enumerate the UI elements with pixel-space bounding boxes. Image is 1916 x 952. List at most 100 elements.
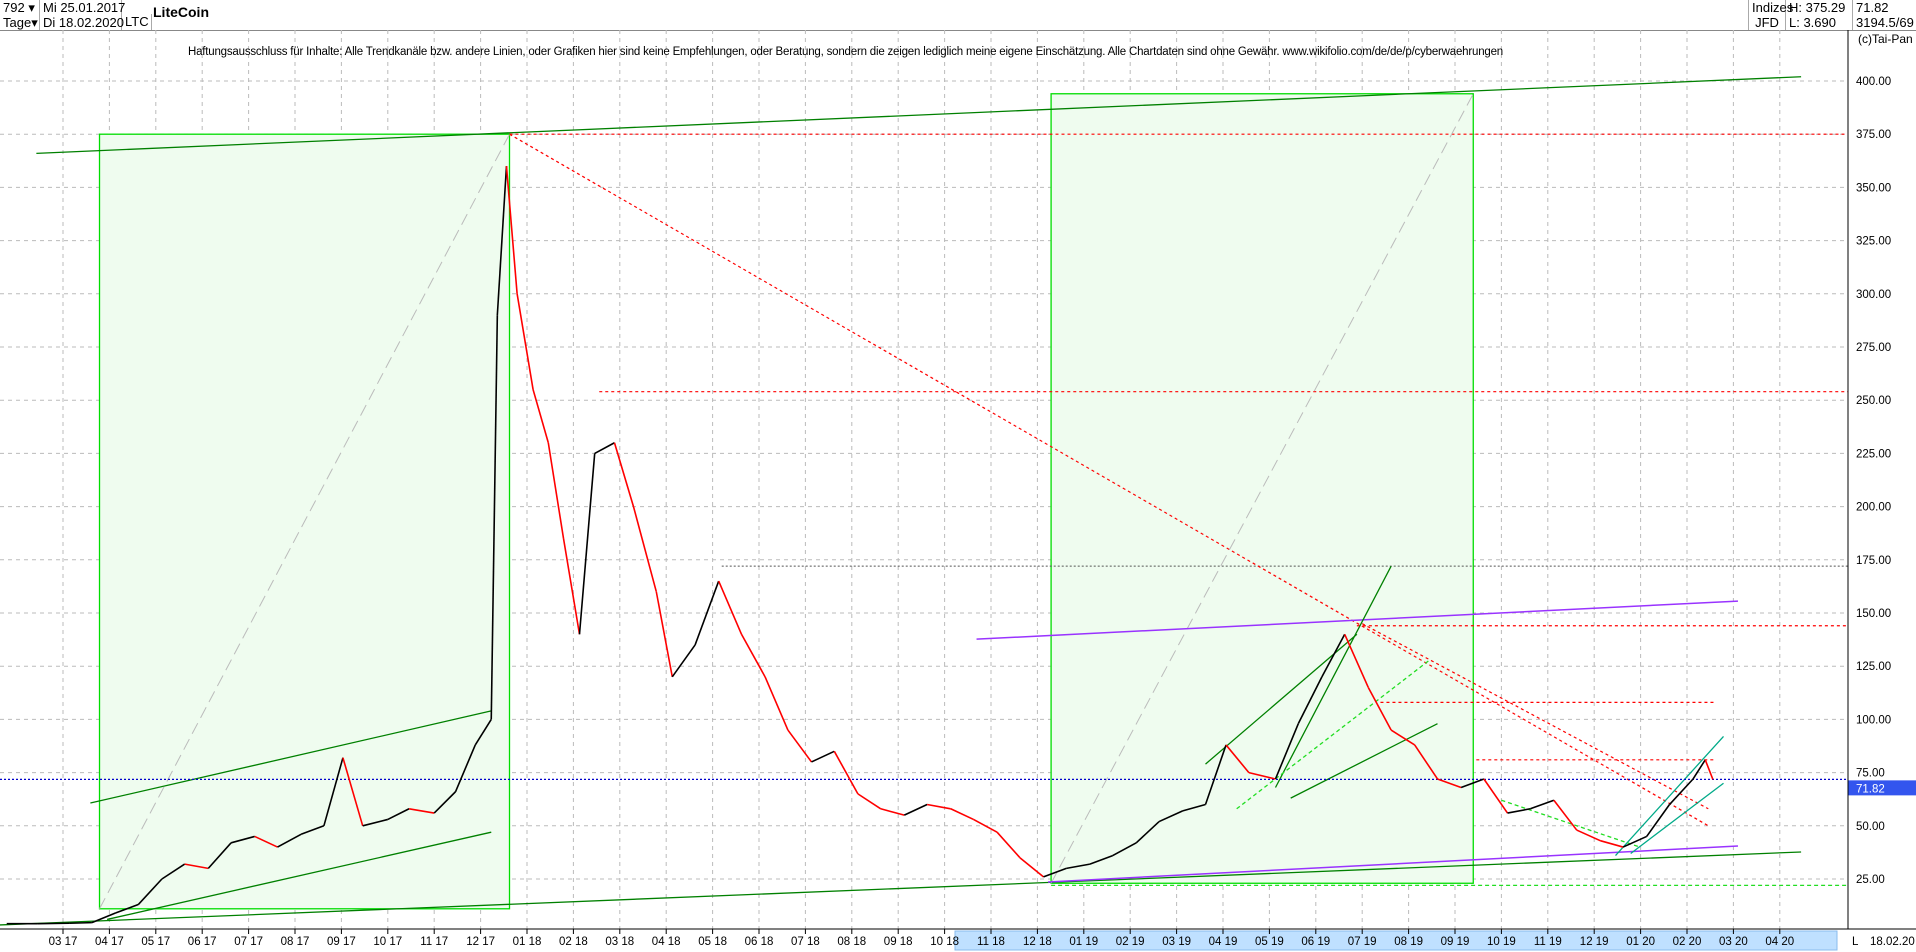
price-candle-segment: [1460, 778, 1485, 789]
y-tick-label: 75.00: [1856, 768, 1885, 780]
price-candle-segment: [161, 863, 186, 880]
x-tick-label: 01 19: [1069, 936, 1098, 948]
x-tick-label: 02 18: [559, 936, 588, 948]
x-tick-label: 05 18: [698, 936, 727, 948]
trend-line: [106, 831, 492, 921]
x-tick-label: 05 19: [1255, 936, 1284, 948]
x-tick-label: 01 18: [513, 936, 542, 948]
price-candle-segment: [1066, 863, 1091, 870]
price-candle-segment: [547, 442, 565, 539]
copyright: (c)Tai-Pan: [1858, 32, 1913, 46]
x-tick-label: 06 17: [188, 936, 217, 948]
price-candle-segment: [496, 166, 508, 316]
price-candle-segment: [996, 831, 1021, 859]
y-tick-label: 175.00: [1856, 555, 1891, 567]
x-tick-label: 10 18: [930, 936, 959, 948]
price-candle-segment: [1553, 799, 1578, 831]
trend-line: [0, 851, 1802, 926]
price-candle-segment: [717, 580, 743, 635]
price-candle-segment: [1343, 633, 1370, 688]
price-candle-segment: [1622, 835, 1648, 848]
price-candle-segment: [505, 166, 518, 294]
disclaimer: Haftungsausschluss für Inhalte: Alle Tre…: [188, 46, 1503, 58]
price-candle-segment: [594, 442, 615, 455]
trend-line: [1205, 633, 1358, 765]
x-tick-label: 07 18: [791, 936, 820, 948]
price-candle-segment: [880, 808, 905, 816]
period-unit-select[interactable]: Tage▾: [0, 15, 40, 30]
price-candle-segment: [1019, 857, 1044, 878]
price-candle-segment: [69, 921, 92, 925]
x-tick-label: 06 19: [1301, 936, 1330, 948]
price-candle-segment: [490, 315, 499, 720]
high-value: H: 375.29: [1786, 0, 1853, 15]
price-candle-segment: [137, 878, 163, 906]
y-tick-label: 150.00: [1856, 608, 1891, 620]
price-candle-segment: [516, 293, 534, 390]
y-tick-label: 250.00: [1856, 395, 1891, 407]
y-tick-label: 25.00: [1856, 874, 1885, 886]
x-tick-label: 11 19: [1534, 936, 1562, 948]
price-candle-segment: [1483, 778, 1509, 814]
period-count-select[interactable]: 792 ▾: [0, 0, 40, 15]
price-candle-segment: [454, 744, 477, 793]
price-candle-segment: [277, 833, 302, 848]
price-candle-segment: [1600, 839, 1624, 848]
price-candle-segment: [532, 389, 550, 443]
x-tick-label: 02 19: [1116, 936, 1145, 948]
price-candle-segment: [254, 835, 278, 848]
price-candle-segment: [671, 644, 696, 678]
x-tick-label: 09 18: [884, 936, 913, 948]
price-candle-segment: [833, 750, 859, 795]
y-tick-label: 200.00: [1856, 502, 1891, 514]
trend-line: [976, 600, 1739, 640]
symbol: LTC: [122, 14, 152, 30]
x-tick-label: 03 19: [1162, 936, 1191, 948]
price-candle-segment: [613, 442, 635, 507]
trend-line: [1048, 845, 1739, 883]
x-tick-label: 11 17: [420, 936, 448, 948]
price-candle-segment: [1390, 729, 1416, 746]
y-tick-label: 300.00: [1856, 289, 1891, 301]
price-candle-segment: [1367, 687, 1392, 731]
x-axis-selection: [954, 930, 1838, 951]
price-candle-segment: [1274, 723, 1300, 780]
price-candle-segment: [1576, 829, 1601, 842]
low-value: L: 3.690: [1786, 15, 1853, 30]
price-candle-segment: [323, 757, 344, 827]
price-candle-segment: [787, 729, 813, 763]
price-candle-segment: [230, 835, 255, 844]
price-candle-segment: [91, 912, 116, 924]
price-candle-segment: [362, 818, 388, 827]
price-candle-segment: [1182, 803, 1206, 812]
y-tick-label: 100.00: [1856, 714, 1891, 726]
y-tick-label: 350.00: [1856, 182, 1891, 194]
source: JFD: [1748, 15, 1786, 30]
price-candle-segment: [1089, 854, 1113, 865]
x-tick-label: 09 19: [1441, 936, 1470, 948]
price-candle-segment: [562, 538, 581, 635]
x-tick-label: 08 18: [837, 936, 866, 948]
trend-line: [1050, 93, 1474, 884]
end-date[interactable]: Di 18.02.2020: [40, 15, 124, 30]
price-candle-segment: [1158, 810, 1184, 823]
price-candle-segment: [1043, 867, 1067, 878]
price-candle-segment: [1668, 778, 1694, 806]
chart-title: LiteCoin: [153, 4, 209, 20]
price-candle-segment: [764, 676, 789, 731]
start-date[interactable]: Mi 25.01.2017: [40, 0, 125, 15]
x-tick-label: 07 17: [234, 936, 263, 948]
x-tick-label: 11 18: [977, 936, 1005, 948]
price-candle-segment: [694, 580, 720, 646]
trend-line: [1501, 799, 1641, 848]
x-tick-label: 12 17: [466, 936, 495, 948]
trend-line: [1236, 659, 1431, 810]
trend-line: [509, 133, 1709, 827]
x-tick-label: 02 20: [1673, 936, 1702, 948]
price-candle-segment: [740, 633, 766, 678]
info-value: 3194.5/69: [1856, 15, 1914, 30]
x-tick-label: 08 19: [1394, 936, 1423, 948]
chart-header: 792 ▾ Tage▾ Mi 25.01.2017 Di 18.02.2020 …: [0, 0, 1916, 31]
x-tick-label: 12 18: [1023, 936, 1052, 948]
